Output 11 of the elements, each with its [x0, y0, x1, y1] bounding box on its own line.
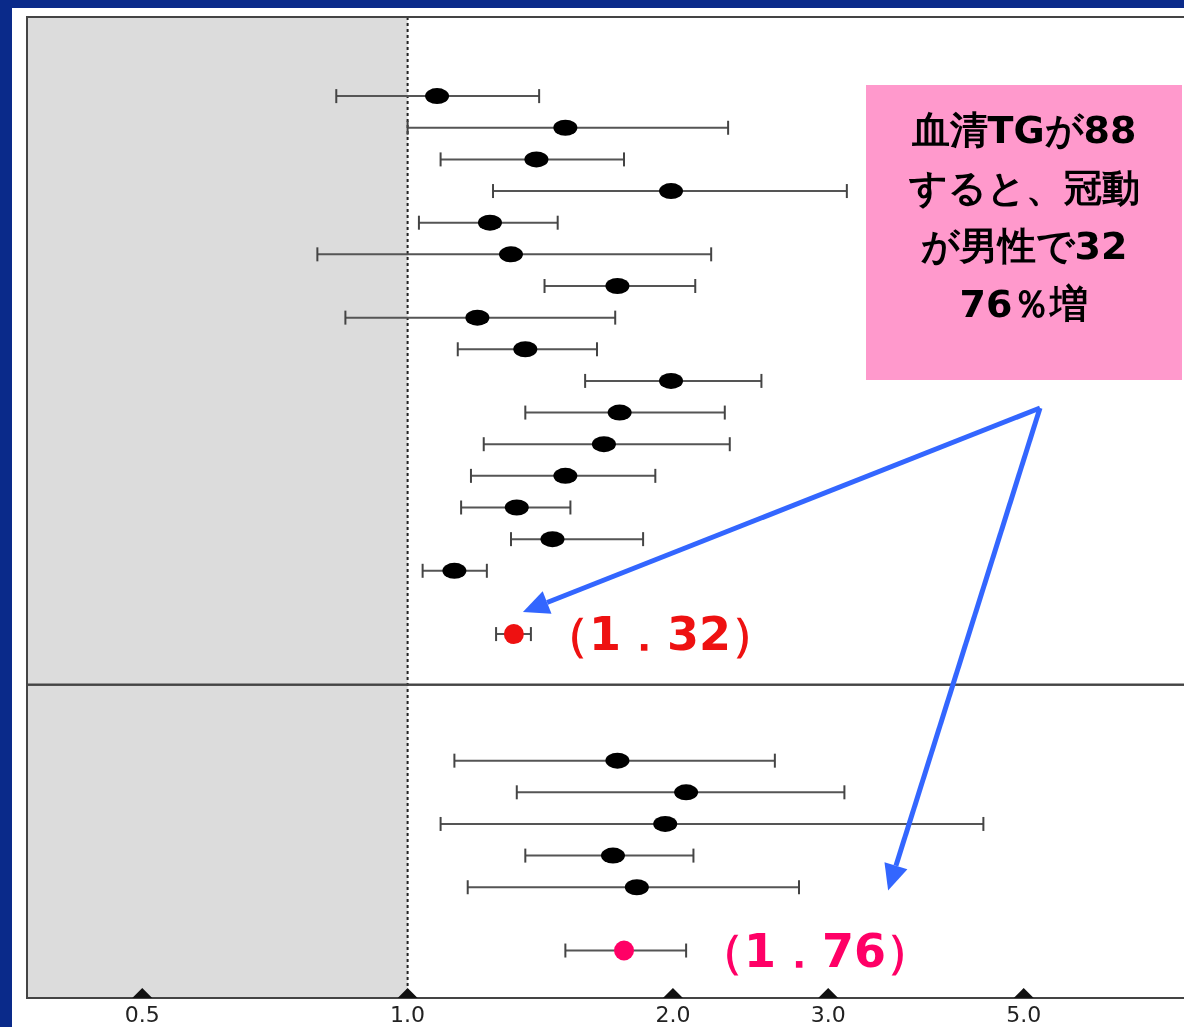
x-tick-label: 2.0 [655, 1002, 691, 1027]
x-tick-label: 3.0 [810, 1002, 846, 1027]
x-tick-label: 0.5 [124, 1002, 160, 1027]
data-label: （1．32） [542, 607, 777, 662]
annotation: が男性で32 [920, 224, 1128, 268]
annotation: すると、冠動 [907, 166, 1140, 210]
annotation: 76％増 [959, 282, 1089, 326]
annotation: 血清TGが88 [910, 108, 1137, 152]
x-tick-label: 5.0 [1006, 1002, 1042, 1027]
data-label: （1．76） [698, 923, 933, 978]
x-tick-label: 1.0 [390, 1002, 426, 1027]
